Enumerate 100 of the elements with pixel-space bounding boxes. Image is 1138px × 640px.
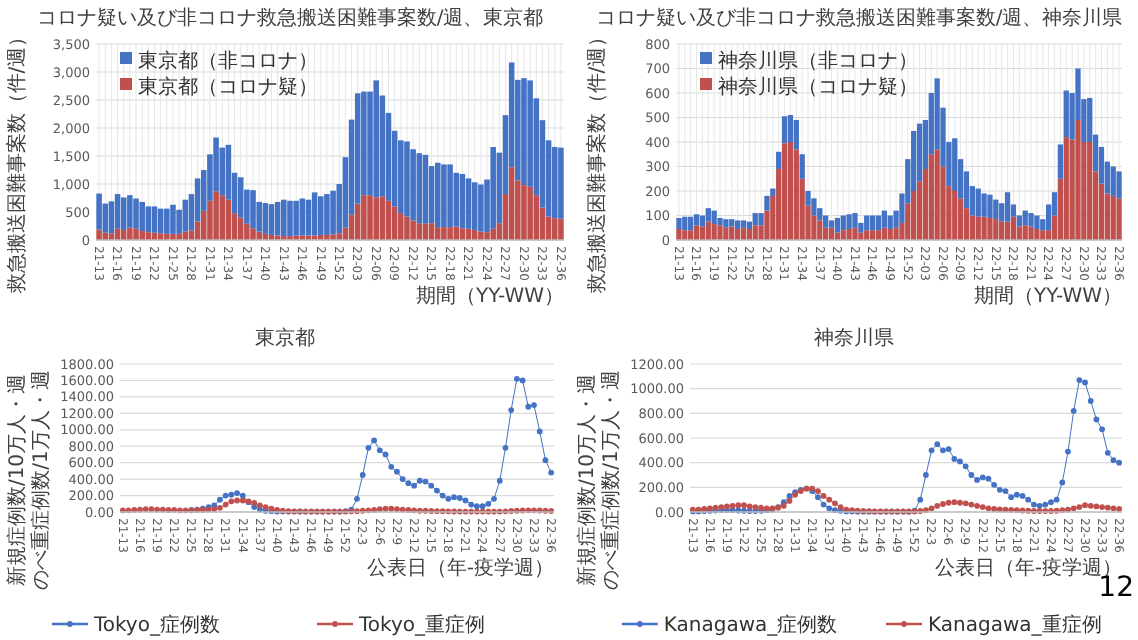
bar xyxy=(398,213,404,240)
bar xyxy=(164,208,170,234)
bar xyxy=(1022,210,1028,226)
bar xyxy=(869,215,876,231)
bar xyxy=(776,151,782,169)
bar xyxy=(551,218,558,240)
bar xyxy=(781,116,788,144)
bar xyxy=(114,194,121,229)
bar xyxy=(268,204,275,235)
bar xyxy=(758,213,764,226)
bar xyxy=(1110,195,1116,240)
y-axis-title: 救急搬送困難事案数（件/週） xyxy=(5,26,29,296)
bar xyxy=(490,147,496,229)
bar xyxy=(96,229,102,240)
bar xyxy=(453,172,460,227)
bar xyxy=(404,216,410,240)
bar xyxy=(752,213,758,226)
bar xyxy=(1022,225,1028,240)
bar xyxy=(133,198,139,229)
bar xyxy=(987,217,993,240)
bar xyxy=(1075,119,1081,240)
legend-label: 神奈川県（非コロナ） xyxy=(718,49,918,73)
bar xyxy=(151,206,158,233)
bar xyxy=(250,228,256,240)
bar xyxy=(373,197,379,240)
bar xyxy=(447,164,453,228)
bar xyxy=(834,217,841,233)
bar xyxy=(453,226,460,240)
bar xyxy=(723,219,729,228)
bar xyxy=(828,220,835,228)
bar xyxy=(102,232,109,240)
bar xyxy=(108,201,115,234)
chart-title: コロナ疑い及び非コロナ救急搬送困難事案数/週、神奈川県 xyxy=(595,6,1123,30)
bar xyxy=(957,198,964,240)
bar xyxy=(471,182,478,230)
bar xyxy=(934,149,940,240)
bar xyxy=(434,227,441,240)
bar xyxy=(682,216,688,231)
bar xyxy=(887,215,893,229)
bar xyxy=(96,193,102,230)
bar xyxy=(527,186,533,240)
bar xyxy=(770,188,776,196)
bar xyxy=(274,201,281,236)
chart-title: 神奈川県 xyxy=(814,326,894,350)
bar xyxy=(441,227,447,240)
legend-label: 東京都（非コロナ） xyxy=(138,49,318,73)
bar xyxy=(194,178,201,222)
bar xyxy=(324,194,330,235)
bar xyxy=(441,164,447,228)
bar xyxy=(746,221,752,229)
x-axis-title: 公表日（年-疫学週） xyxy=(366,556,554,580)
x-axis-title: 期間（YY-WW） xyxy=(415,284,564,308)
bar xyxy=(1034,215,1040,229)
bar xyxy=(317,196,324,235)
bar xyxy=(361,195,367,240)
bar xyxy=(434,162,441,228)
bar xyxy=(416,153,423,224)
bar xyxy=(893,227,899,240)
y-axis-title: 救急搬送困難事案数（件/週） xyxy=(585,26,609,296)
bar xyxy=(852,213,858,228)
bar xyxy=(993,199,999,220)
bar xyxy=(551,147,558,219)
legend-label: Tokyo_重症例 xyxy=(357,613,485,637)
legend-label: 神奈川県（コロナ疑） xyxy=(718,75,918,99)
bar xyxy=(840,215,846,231)
bar xyxy=(170,204,176,234)
bar xyxy=(981,193,987,217)
bar xyxy=(558,218,564,240)
bar xyxy=(1028,226,1034,240)
bar xyxy=(127,195,133,228)
bar xyxy=(404,141,410,217)
bar xyxy=(250,190,256,229)
bar xyxy=(676,217,682,229)
bar xyxy=(711,210,717,225)
bar xyxy=(1063,137,1069,240)
bar xyxy=(484,232,490,240)
chart-title: コロナ疑い及び非コロナ救急搬送困難事案数/週、東京都 xyxy=(36,6,544,30)
bar xyxy=(287,200,293,237)
bar xyxy=(676,228,682,240)
bar xyxy=(764,195,770,211)
bar xyxy=(1087,142,1093,240)
text: 12 xyxy=(1098,572,1134,604)
bar xyxy=(799,154,805,179)
bar xyxy=(139,231,145,240)
bar xyxy=(330,190,336,235)
bar xyxy=(330,234,336,240)
bar xyxy=(881,210,887,228)
bar xyxy=(693,214,700,226)
bar xyxy=(734,220,741,229)
bar xyxy=(823,215,829,228)
bar xyxy=(145,206,152,233)
bar xyxy=(928,154,934,240)
bar xyxy=(367,195,373,240)
bar xyxy=(422,154,429,224)
bar xyxy=(373,80,379,198)
legend-label: Kanagawa_重症例 xyxy=(928,613,1102,637)
bar xyxy=(459,173,466,229)
bar xyxy=(875,215,882,231)
bar xyxy=(447,227,453,240)
bar xyxy=(558,147,564,219)
